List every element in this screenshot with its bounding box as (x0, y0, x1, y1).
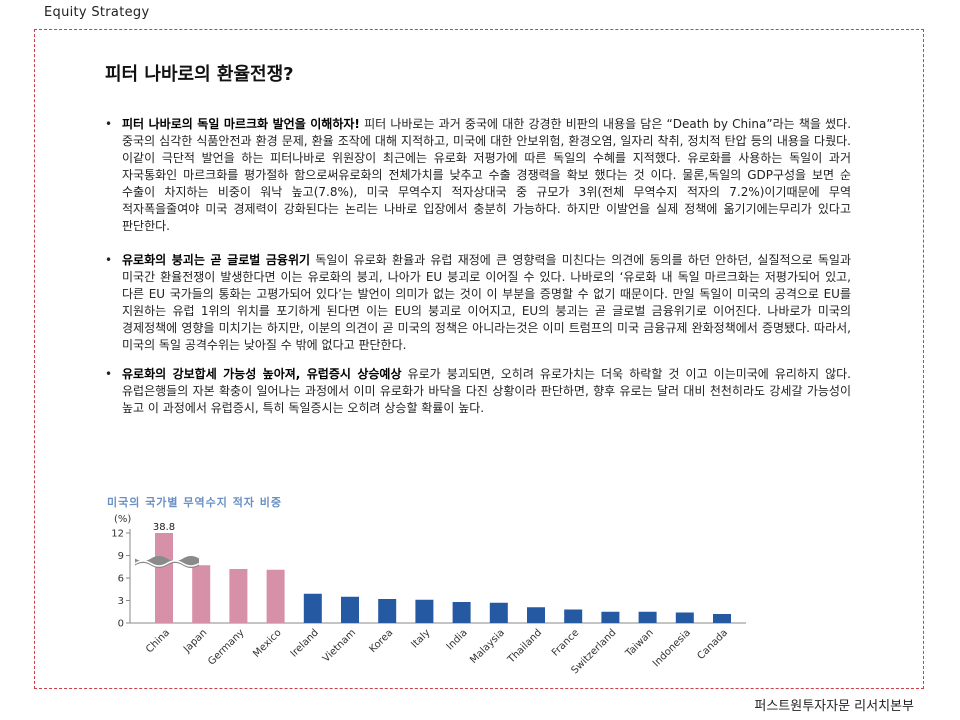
bar-mexico (266, 569, 285, 623)
bar-china (155, 533, 173, 623)
bullet-heading: 피터 나바로의 독일 마르크화 발언을 이해하자! (122, 117, 360, 131)
section-label: Equity Strategy (44, 5, 150, 20)
bullet-heading: 유로화의 강보합세 가능성 높아져, 유럽증시 상승예상 (122, 367, 402, 381)
content-frame (34, 29, 924, 689)
data-label-china: 38.8 (153, 522, 175, 533)
bullet-item: 유로화의 강보합세 가능성 높아져, 유럽증시 상승예상 유로가 붕괴되면, 오… (103, 366, 851, 417)
bullet-item: 유로화의 붕괴는 곧 글로벌 금융위기 독일이 유로화 환율과 유럽 재정에 큰… (103, 252, 851, 354)
y-tick-label: 9 (118, 551, 124, 562)
bar-france (564, 609, 583, 623)
y-tick-label: 3 (118, 596, 124, 607)
bar-japan (192, 565, 211, 623)
bullet-heading: 유로화의 붕괴는 곧 글로벌 금융위기 (122, 253, 311, 267)
x-tick-label: Mexico (251, 627, 283, 659)
x-tick-label: Malaysia (468, 627, 507, 666)
bar-switzerland (601, 611, 620, 623)
axis-break-edge (134, 560, 200, 567)
y-tick-label: 0 (118, 619, 124, 630)
x-tick-label: Taiwan (623, 627, 656, 660)
x-tick-label: Thailand (505, 627, 544, 666)
bar-indonesia (675, 612, 694, 623)
bar-germany (229, 569, 248, 623)
x-tick-label: China (144, 627, 172, 655)
axis-break-band (135, 556, 199, 568)
bar-india (452, 602, 471, 623)
bar-ireland (303, 593, 322, 623)
x-tick-label: India (445, 627, 470, 652)
bullet-list: 피터 나바로의 독일 마르크화 발언을 이해하자! 피터 나바로는 과거 중국에… (103, 116, 851, 417)
bar-thailand (527, 607, 545, 623)
x-tick-label: Italy (409, 627, 432, 650)
x-tick-label: Japan (181, 627, 209, 655)
footer-source-label: 퍼스트원투자자문 리서치본부 (754, 699, 914, 714)
bullet-item: 피터 나바로의 독일 마르크화 발언을 이해하자! 피터 나바로는 과거 중국에… (103, 116, 851, 235)
y-axis-unit-label: (%) (114, 514, 131, 525)
bullet-body: 피터 나바로는 과거 중국에 대한 강경한 비판의 내용을 담은 “Death … (122, 117, 852, 233)
bullet-body: 유로가 붕괴되면, 오히려 유로가치는 더욱 하락할 것 이고 이는미국에 유리… (122, 367, 851, 415)
x-tick-label: Canada (695, 627, 730, 662)
x-tick-label: Vietnam (321, 627, 358, 664)
x-tick-label: France (550, 627, 581, 658)
bar-vietnam (341, 596, 359, 623)
y-tick-label: 6 (118, 574, 124, 585)
chart-title: 미국의 국가별 무역수지 적자 비중 (107, 496, 282, 509)
bar-korea (378, 599, 397, 623)
bar-canada (713, 614, 731, 623)
y-tick-label: 12 (111, 529, 124, 540)
bullet-body: 독일이 유로화 환율과 유럽 재정에 큰 영향력을 미친다는 의견에 동의를 하… (122, 253, 851, 352)
page-title: 피터 나바로의 환율전쟁? (105, 64, 294, 85)
bar-taiwan (638, 611, 657, 623)
bar-italy (415, 599, 434, 623)
x-tick-label: Korea (367, 627, 395, 655)
x-tick-label: Indonesia (651, 627, 693, 669)
x-tick-label: Germany (206, 627, 246, 667)
bar-malaysia (489, 602, 508, 623)
x-tick-label: Ireland (289, 627, 321, 659)
